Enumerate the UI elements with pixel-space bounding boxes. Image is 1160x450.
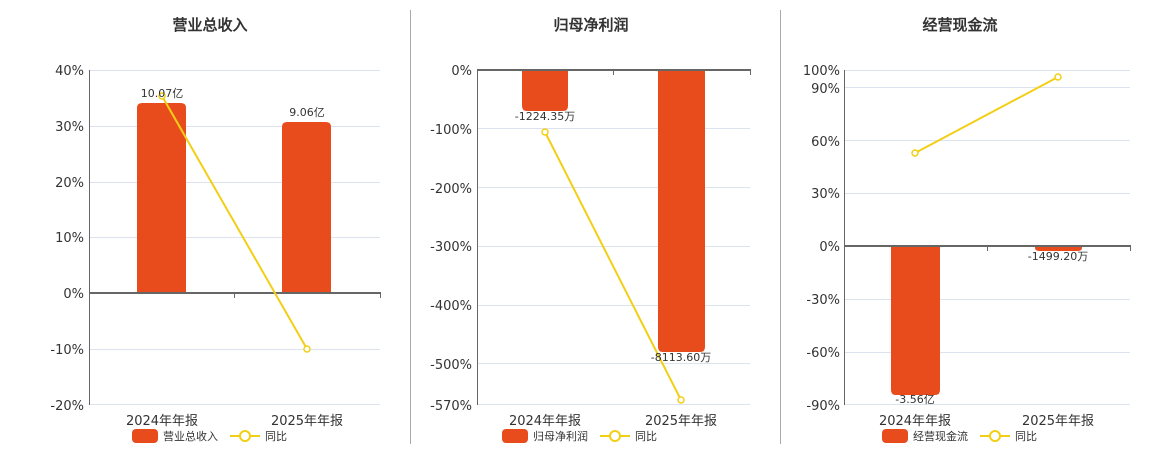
svg-text:30%: 30% — [55, 120, 84, 135]
legend-line-label[interactable]: 同比 — [265, 430, 287, 443]
chart-revenue: 40% 30% 20% 10% 0% -10% -20% 10.07亿 9.06… — [50, 64, 381, 429]
chart-title: 归母净利润 — [553, 16, 629, 34]
chart-title: 营业总收入 — [172, 16, 248, 34]
bar-legend-swatch[interactable] — [502, 429, 528, 443]
bar-legend-swatch[interactable] — [132, 429, 158, 443]
yoy-point-2025[interactable] — [303, 345, 311, 353]
legend-line-label[interactable]: 同比 — [1015, 430, 1037, 443]
line-legend-icon[interactable] — [980, 429, 1010, 443]
panel-divider — [410, 10, 411, 444]
chart-panel-net-profit: 归母净利润 — [411, 0, 780, 450]
bar-2024[interactable] — [137, 103, 186, 293]
legend: 营业总收入 同比 — [132, 427, 287, 445]
yoy-line — [161, 95, 308, 350]
legend-bar-label[interactable]: 营业总收入 — [163, 430, 218, 443]
panel-divider — [780, 10, 781, 444]
svg-text:-10%: -10% — [50, 343, 84, 358]
yoy-point-2024[interactable] — [158, 92, 166, 100]
chart-title: 经营现金流 — [922, 16, 998, 34]
x-label-2024: 2024年年报 — [126, 414, 198, 429]
bar-label-2024: 10.07亿 — [141, 87, 184, 100]
y-tick-labels: 40% 30% 20% 10% 0% -10% -20% — [50, 64, 84, 414]
gridlines — [89, 70, 380, 405]
bar-label-2025: 9.06亿 — [289, 106, 325, 119]
bar-2025[interactable] — [282, 122, 331, 293]
line-legend-icon[interactable] — [230, 429, 260, 443]
svg-text:10%: 10% — [55, 231, 84, 246]
x-label-2025: 2025年年报 — [271, 414, 343, 429]
chart-panel-operating-cashflow: 经营现金流 — [781, 0, 1160, 450]
bar-legend-swatch[interactable] — [882, 429, 908, 443]
legend-3: 经营现金流 同比 — [882, 427, 1037, 445]
svg-text:0%: 0% — [63, 287, 84, 302]
legend-bar-label[interactable]: 经营现金流 — [913, 430, 968, 443]
svg-text:20%: 20% — [55, 176, 84, 191]
line-legend-icon[interactable] — [600, 429, 630, 443]
svg-text:40%: 40% — [55, 64, 84, 79]
legend-2: 归母净利润 同比 — [502, 427, 657, 445]
legend-line-label[interactable]: 同比 — [635, 430, 657, 443]
svg-text:-20%: -20% — [50, 399, 84, 414]
chart-panel-revenue: 营业总收入 40% 30% 20% 10% 0% -10% -20% — [0, 0, 410, 450]
legend-bar-label[interactable]: 归母净利润 — [533, 430, 588, 443]
